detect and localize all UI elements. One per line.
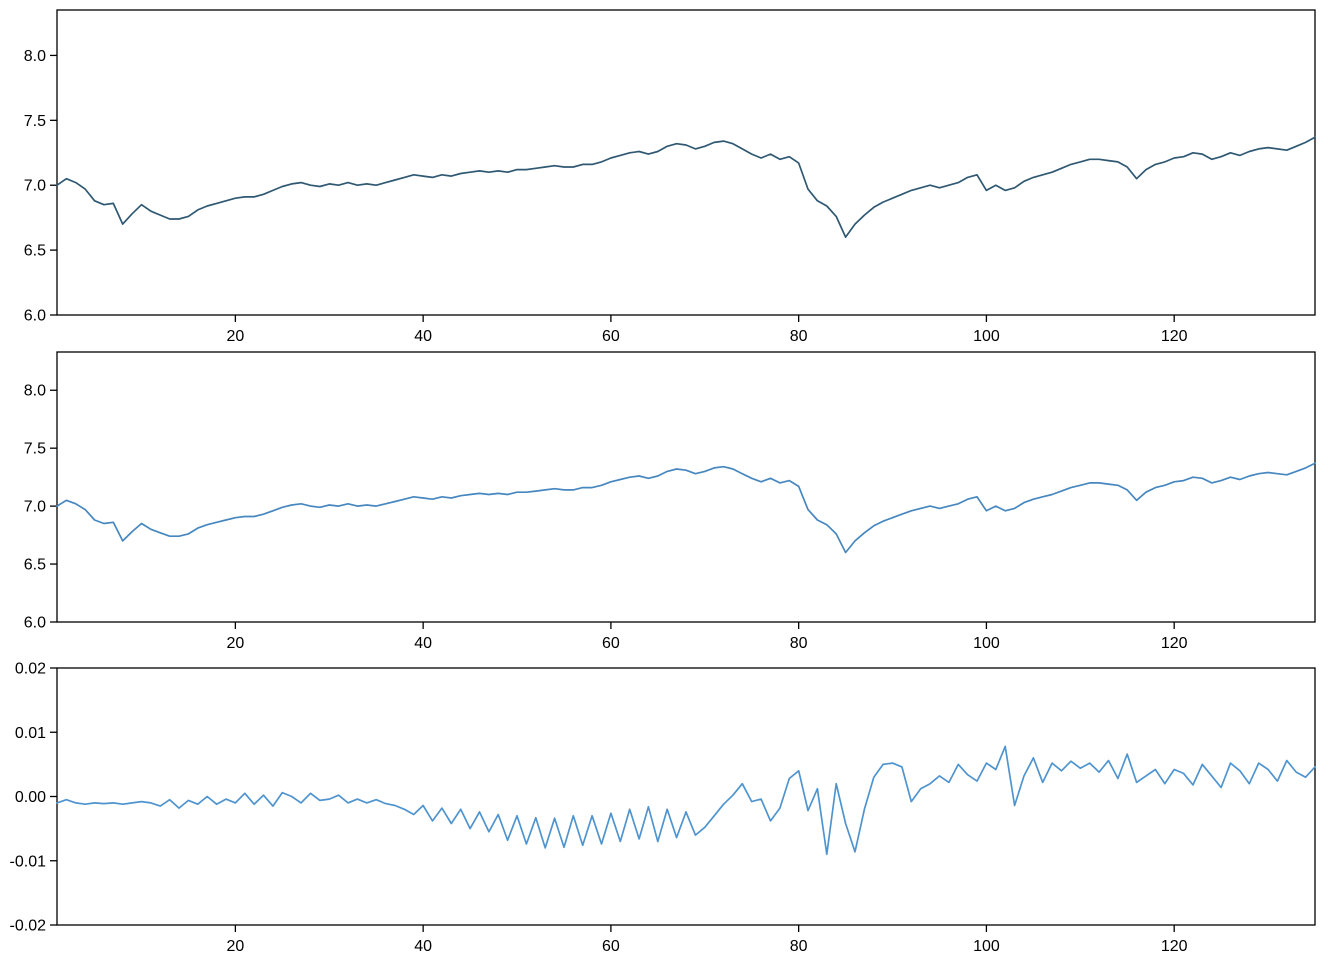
x-tick-label: 100 bbox=[973, 328, 1000, 345]
x-tick-label: 120 bbox=[1161, 635, 1188, 652]
difference-series-chart: 0.02 0.01 0.00 -0.01 -0.02 20 40 60 80 100 120 bbox=[10, 661, 1316, 955]
x-tick-label: 20 bbox=[226, 328, 244, 345]
y-tick-label: 7.0 bbox=[24, 178, 46, 195]
x-tick-label: 80 bbox=[790, 938, 808, 955]
x-tick-label: 60 bbox=[602, 635, 620, 652]
y-tick-label: 6.5 bbox=[24, 243, 46, 260]
y-tick-label: 7.5 bbox=[24, 113, 46, 130]
panel-middle: 8.0 7.5 7.0 6.5 6.0 20 40 60 80 100 120 bbox=[0, 345, 1344, 657]
plot-frame bbox=[56, 351, 1316, 623]
y-tick-label: 8.0 bbox=[24, 383, 46, 400]
y-tick-label: 8.0 bbox=[24, 48, 46, 65]
x-tick-label: 20 bbox=[226, 635, 244, 652]
x-tick-label: 40 bbox=[414, 938, 432, 955]
y-tick-label: 0.01 bbox=[15, 725, 46, 742]
x-tick-label: 100 bbox=[973, 938, 1000, 955]
plot-frame bbox=[56, 667, 1316, 926]
line-series-difference-series bbox=[56, 745, 1316, 856]
y-tick-label: -0.01 bbox=[10, 853, 47, 870]
x-tick-label: 120 bbox=[1161, 938, 1188, 955]
top-series-chart: 8.0 7.5 7.0 6.5 6.0 20 40 60 80 100 120 bbox=[24, 9, 1316, 345]
y-tick-label: 7.0 bbox=[24, 499, 46, 516]
line-series-level-series-light bbox=[56, 462, 1316, 554]
y-tick-label: 0.02 bbox=[15, 661, 46, 678]
x-tick-label: 60 bbox=[602, 328, 620, 345]
middle-series-chart: 8.0 7.5 7.0 6.5 6.0 20 40 60 80 100 120 bbox=[24, 351, 1316, 652]
y-tick-label: 0.00 bbox=[15, 789, 46, 806]
x-tick-label: 80 bbox=[790, 328, 808, 345]
panel-top: 8.0 7.5 7.0 6.5 6.0 20 40 60 80 100 120 bbox=[0, 0, 1344, 345]
x-tick-label: 120 bbox=[1161, 328, 1188, 345]
x-tick-label: 40 bbox=[414, 635, 432, 652]
line-series-level-series-dark bbox=[56, 136, 1316, 238]
y-tick-label: -0.02 bbox=[10, 918, 47, 935]
x-tick-label: 100 bbox=[973, 635, 1000, 652]
x-tick-label: 80 bbox=[790, 635, 808, 652]
x-tick-label: 60 bbox=[602, 938, 620, 955]
y-tick-label: 6.5 bbox=[24, 557, 46, 574]
x-tick-label: 40 bbox=[414, 328, 432, 345]
x-tick-label: 20 bbox=[226, 938, 244, 955]
plot-frame bbox=[56, 9, 1316, 316]
y-tick-label: 7.5 bbox=[24, 441, 46, 458]
y-tick-label: 6.0 bbox=[24, 308, 46, 325]
y-tick-label: 6.0 bbox=[24, 615, 46, 632]
panel-bottom: 0.02 0.01 0.00 -0.01 -0.02 20 40 60 80 100 120 bbox=[0, 657, 1344, 960]
